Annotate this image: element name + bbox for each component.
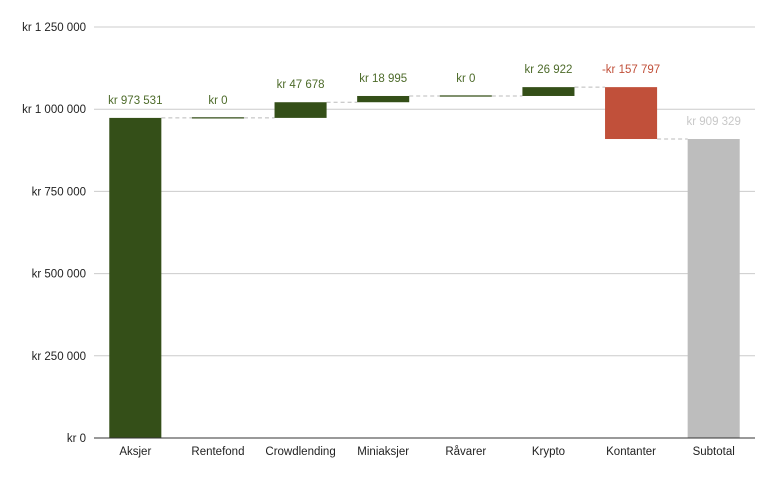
category-label: Kontanter	[606, 446, 656, 458]
category-label: Krypto	[532, 446, 565, 458]
y-tick-label: kr 250 000	[32, 351, 86, 363]
bar-krypto	[522, 87, 575, 96]
category-label: Subtotal	[693, 446, 735, 458]
y-tick-label: kr 750 000	[32, 186, 86, 198]
y-tick-label: kr 1 000 000	[22, 104, 86, 116]
category-label: Aksjer	[119, 446, 151, 458]
bars	[109, 87, 740, 438]
connector-lines	[161, 86, 688, 140]
axes: kr 0 kr 250 000 kr 500 000 kr 750 000 kr 1 0…	[22, 22, 755, 458]
data-label: -kr 157 797	[602, 64, 660, 76]
data-label: kr 909 329	[687, 116, 741, 128]
y-tick-label: kr 0	[67, 433, 86, 445]
bar-crowdlending	[274, 102, 327, 118]
bar-aksjer	[109, 117, 162, 438]
category-label: Crowdlending	[265, 446, 335, 458]
category-label: Miniaksjer	[357, 446, 409, 458]
data-label: kr 47 678	[277, 79, 325, 91]
data-labels: kr 973 531 kr 0 kr 47 678 kr 18 995 kr 0 kr 2…	[108, 64, 741, 128]
y-tick-label: kr 1 250 000	[22, 22, 86, 34]
bar-miniaksjer	[357, 95, 410, 103]
data-label: kr 18 995	[359, 73, 407, 85]
gridlines	[94, 26, 755, 357]
bar-kontanter	[605, 87, 658, 140]
y-tick-label: kr 500 000	[32, 269, 86, 281]
data-label: kr 973 531	[108, 95, 162, 107]
data-label: kr 0	[456, 73, 475, 85]
category-label: Rentefond	[191, 446, 244, 458]
category-label: Råvarer	[445, 446, 486, 458]
data-label: kr 0	[208, 95, 227, 107]
bar-subtotal	[687, 139, 740, 438]
data-label: kr 26 922	[524, 64, 572, 76]
